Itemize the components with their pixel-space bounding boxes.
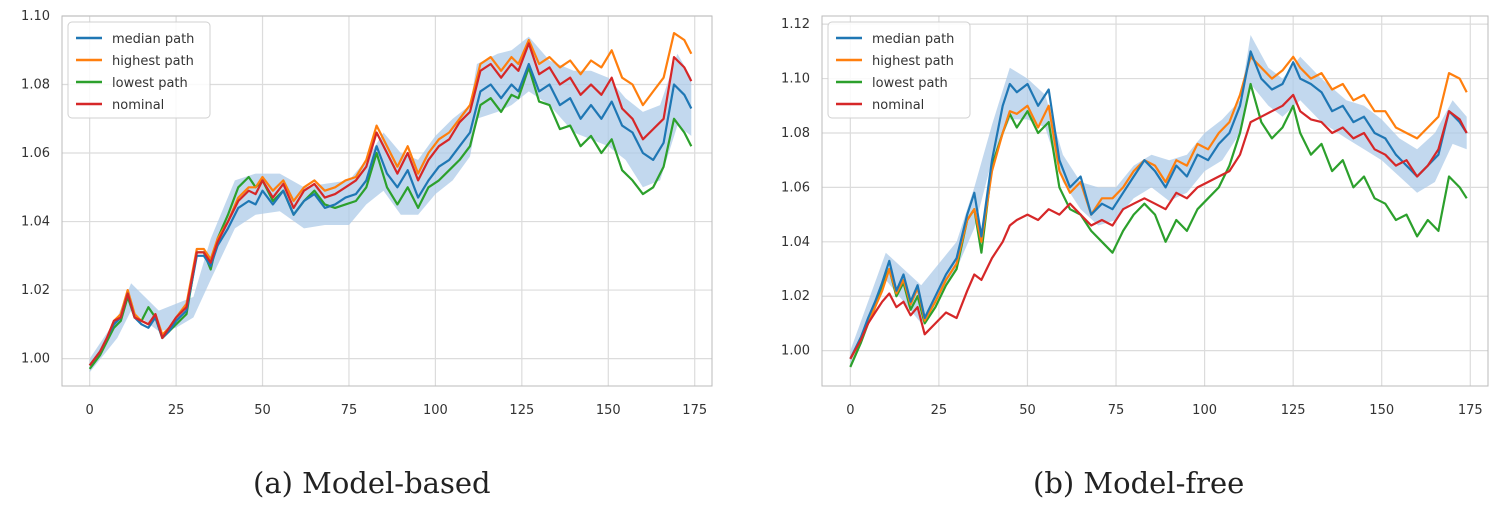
series-line-nominal <box>849 93 1468 360</box>
y-tick-label: 1.08 <box>781 126 810 141</box>
series-line-median-path <box>88 62 693 367</box>
y-tick-label: 1.06 <box>21 146 50 161</box>
legend-label: median path <box>872 32 954 47</box>
series-line-highest-path <box>849 55 1468 360</box>
y-tick-label: 1.10 <box>21 9 50 24</box>
y-tick-label: 1.02 <box>781 289 810 304</box>
x-tick-label: 150 <box>1369 403 1394 418</box>
legend-label: highest path <box>872 54 954 69</box>
x-tick-label: 125 <box>1281 403 1306 418</box>
y-tick-label: 1.10 <box>781 72 810 87</box>
x-tick-label: 0 <box>86 403 94 418</box>
x-tick-label: 75 <box>341 403 358 418</box>
series-line-median-path <box>849 50 1468 360</box>
y-tick-label: 1.06 <box>781 180 810 195</box>
y-tick-label: 1.02 <box>21 283 50 298</box>
y-tick-label: 1.12 <box>781 17 810 32</box>
series-line-lowest-path <box>849 82 1468 368</box>
y-tick-label: 1.04 <box>21 215 50 230</box>
plot-frame <box>821 15 1489 387</box>
legend-box <box>67 21 211 119</box>
legend-label: median path <box>112 32 194 47</box>
x-tick-label: 175 <box>1458 403 1483 418</box>
legend-label: lowest path <box>872 76 948 91</box>
series-line-nominal <box>88 42 693 367</box>
plot-frame <box>61 15 713 387</box>
legend-label: highest path <box>112 54 194 69</box>
caption-model-free: (b) Model-free <box>1033 466 1245 500</box>
y-tick-label: 1.00 <box>781 344 810 359</box>
x-tick-label: 50 <box>254 403 271 418</box>
x-tick-label: 125 <box>509 403 534 418</box>
legend-box <box>827 21 971 119</box>
legend-label: nominal <box>112 98 164 113</box>
y-tick-label: 1.08 <box>21 78 50 93</box>
x-tick-label: 25 <box>168 403 185 418</box>
chart-model-based: 0 25 50 75 100 125 150 175 1.00 1.02 1.04 1.06 1.08 1… <box>21 9 713 418</box>
x-tick-label: 150 <box>596 403 621 418</box>
x-tick-label: 175 <box>682 403 707 418</box>
legend: median path highest path lowest path nomina… <box>67 21 211 119</box>
legend-label: lowest path <box>112 76 188 91</box>
legend-label: nominal <box>872 98 924 113</box>
caption-model-based: (a) Model-based <box>253 466 491 500</box>
y-tick-label: 1.00 <box>21 352 50 367</box>
x-tick-label: 75 <box>1108 403 1125 418</box>
chart-model-free: 0 25 50 75 100 125 150 175 1.00 1.02 1.04 1.06 1.08 1… <box>781 15 1489 418</box>
confidence-band <box>850 35 1467 365</box>
x-tick-label: 0 <box>846 403 854 418</box>
legend: median path highest path lowest path nomina… <box>827 21 971 119</box>
x-tick-label: 100 <box>1192 403 1217 418</box>
x-tick-label: 25 <box>931 403 948 418</box>
x-tick-label: 100 <box>423 403 448 418</box>
x-tick-label: 50 <box>1019 403 1036 418</box>
y-tick-label: 1.04 <box>781 235 810 250</box>
